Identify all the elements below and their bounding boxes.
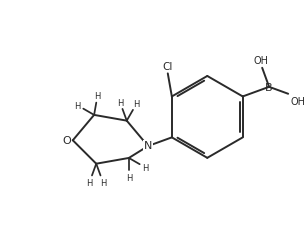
Text: H: H	[126, 173, 132, 182]
Text: H: H	[100, 178, 106, 187]
Text: OH: OH	[254, 55, 269, 65]
Text: Cl: Cl	[163, 62, 173, 72]
Text: H: H	[74, 101, 80, 110]
Text: OH: OH	[290, 96, 305, 106]
Text: O: O	[62, 136, 71, 146]
Text: H: H	[117, 98, 123, 107]
Text: H: H	[86, 178, 93, 187]
Text: B: B	[265, 82, 273, 92]
Text: H: H	[133, 100, 140, 109]
Text: N: N	[144, 141, 152, 151]
Text: H: H	[143, 163, 149, 173]
Text: H: H	[94, 92, 101, 101]
